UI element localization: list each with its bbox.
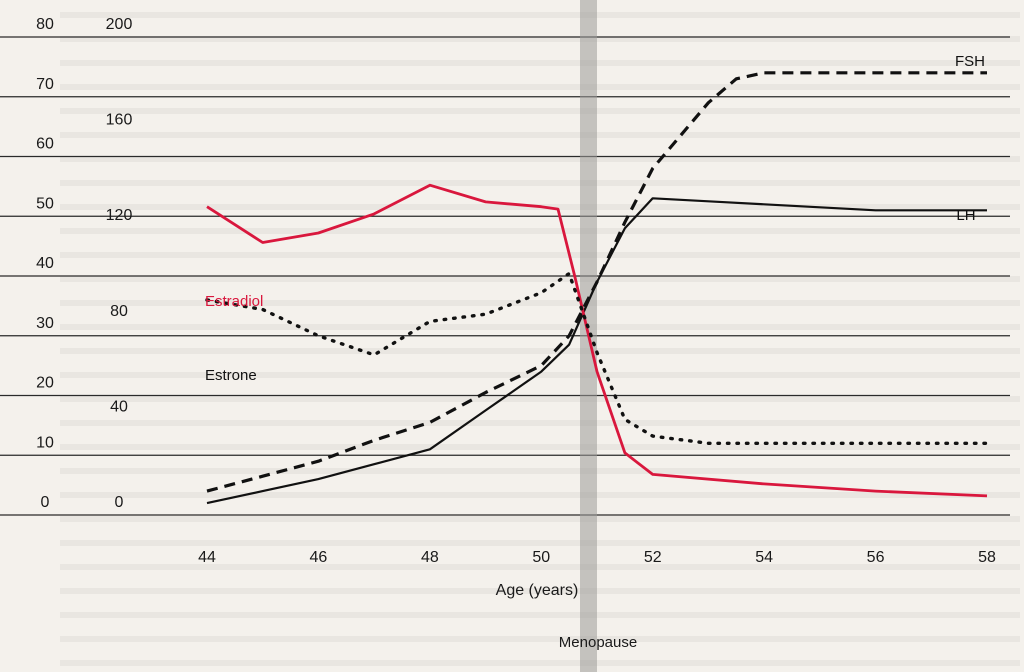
bg-text-line [60,636,1020,642]
bg-text-line [60,276,1020,282]
x-tick: 46 [310,549,328,566]
y-tick-right: 0 [115,494,124,511]
y-tick-left: 60 [36,136,54,153]
bg-text-line [60,36,1020,42]
series-label-estrone: Estrone [205,367,257,384]
x-tick: 44 [198,549,216,566]
y-tick-left: 50 [36,195,54,212]
y-axis-right: 200 160 120 80 40 0 [106,16,133,511]
series-lines [205,71,989,505]
y-axis-left: 80 70 60 50 40 30 20 10 0 [36,16,54,511]
bg-text-line [60,588,1020,594]
y-tick-left: 40 [36,255,54,272]
bg-text-line [60,348,1020,354]
x-tick: 50 [532,549,550,566]
series-line-estrone [205,271,989,445]
x-tick: 54 [755,549,773,566]
bg-text-line [60,612,1020,618]
bg-text-line [60,420,1020,426]
y-tick-left: 20 [36,375,54,392]
bg-text-line [60,132,1020,138]
y-tick-left: 30 [36,315,54,332]
bg-text-line [60,660,1020,666]
bg-text-line [60,564,1020,570]
series-label-lh: LH [956,207,975,224]
y-tick-left: 80 [36,16,54,33]
bg-text-line [60,516,1020,522]
series-labels: FSH LH Estradiol Estrone [205,53,985,384]
x-tick: 52 [644,549,662,566]
x-tick: 56 [867,549,885,566]
bg-text-line [60,108,1020,114]
bg-text-line [60,60,1020,66]
x-tick: 48 [421,549,439,566]
y-tick-right: 80 [110,303,128,320]
y-tick-right: 200 [106,16,133,33]
bg-text-line [60,180,1020,186]
bg-text-line [60,252,1020,258]
bg-text-line [60,228,1020,234]
bg-text-line [60,468,1020,474]
y-tick-right: 160 [106,112,133,129]
series-label-estradiol: Estradiol [205,293,263,310]
series-line-fsh [206,71,987,493]
bg-text-line [60,156,1020,162]
x-tick: 58 [978,549,996,566]
bg-text-line [60,492,1020,498]
bg-text-line [60,444,1020,450]
y-tick-left: 10 [36,434,54,451]
bg-text-line [60,396,1020,402]
y-tick-right: 40 [110,398,128,415]
series-line-estradiol [206,183,988,498]
menopause-label: Menopause [559,634,637,651]
bg-text-line [60,84,1020,90]
series-line-lh [206,197,987,505]
x-axis-label: Age (years) [496,582,579,599]
grid-lines [0,36,1010,516]
bg-text-line [60,324,1020,330]
bg-text-line [60,540,1020,546]
x-axis: 44 46 48 50 52 54 56 58 [198,549,996,566]
bg-text-line [60,300,1020,306]
bg-text-line [60,372,1020,378]
bg-text-line [60,12,1020,18]
y-tick-right: 120 [106,207,133,224]
y-tick-left: 70 [36,76,54,93]
background-texture [60,12,1020,666]
series-label-fsh: FSH [955,53,985,70]
y-tick-left: 0 [41,494,50,511]
